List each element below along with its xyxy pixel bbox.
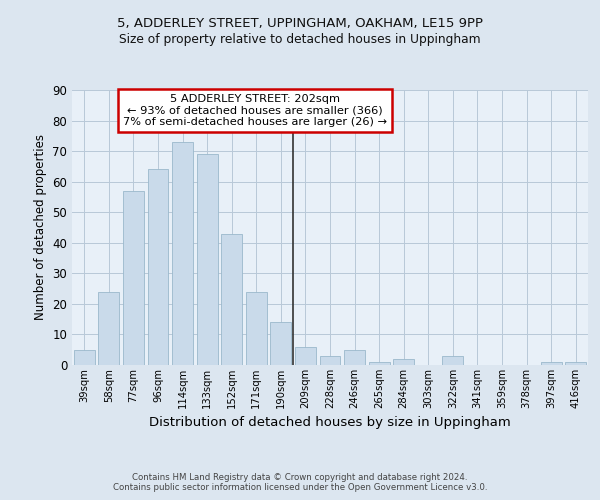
Bar: [197, 154, 218, 365]
Text: 5, ADDERLEY STREET, UPPINGHAM, OAKHAM, LE15 9PP: 5, ADDERLEY STREET, UPPINGHAM, OAKHAM, L…: [117, 18, 483, 30]
Bar: [295, 346, 316, 365]
X-axis label: Distribution of detached houses by size in Uppingham: Distribution of detached houses by size …: [149, 416, 511, 430]
Bar: [565, 362, 586, 365]
Bar: [344, 350, 365, 365]
Text: Contains HM Land Registry data © Crown copyright and database right 2024.
Contai: Contains HM Land Registry data © Crown c…: [113, 473, 487, 492]
Bar: [442, 356, 463, 365]
Bar: [74, 350, 95, 365]
Text: 5 ADDERLEY STREET: 202sqm
← 93% of detached houses are smaller (366)
7% of semi-: 5 ADDERLEY STREET: 202sqm ← 93% of detac…: [123, 94, 387, 128]
Bar: [221, 234, 242, 365]
Bar: [172, 142, 193, 365]
Bar: [541, 362, 562, 365]
Text: Size of property relative to detached houses in Uppingham: Size of property relative to detached ho…: [119, 32, 481, 46]
Bar: [393, 359, 414, 365]
Bar: [98, 292, 119, 365]
Bar: [148, 170, 169, 365]
Bar: [123, 191, 144, 365]
Bar: [320, 356, 340, 365]
Bar: [271, 322, 292, 365]
Y-axis label: Number of detached properties: Number of detached properties: [34, 134, 47, 320]
Bar: [368, 362, 389, 365]
Bar: [246, 292, 267, 365]
